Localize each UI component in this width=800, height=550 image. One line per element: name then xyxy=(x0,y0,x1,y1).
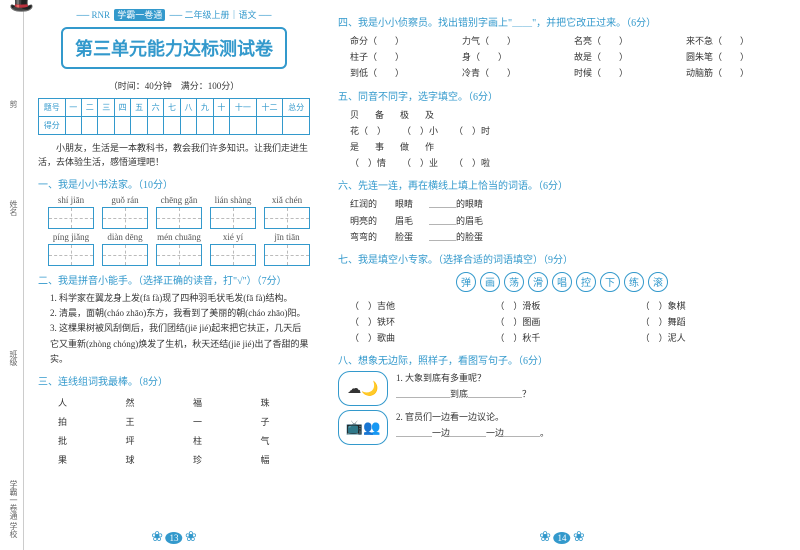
spine-class: 班级 xyxy=(8,350,19,366)
a8-2: ＿＿＿＿一边＿＿＿＿一边＿＿＿＿。 xyxy=(396,426,786,441)
section-3-title: 三、连线组词我最棒。（8分） xyxy=(38,373,310,388)
q2-2: 2. 清晨，面朝(cháo zhāo)东方，我看到了美丽的朝(cháo zhāo… xyxy=(50,306,310,321)
pinyin-row-2: píng jiǎngdiàn dēngmén chuāngxié yíjīn t… xyxy=(48,232,310,266)
page-num-left: ❀ 13 ❀ xyxy=(151,529,196,546)
q8-1: 1. 大象到底有多重呢？ xyxy=(396,371,786,386)
pinyin-row-1: shí jiānguǒ ránchēng gǎnlián shàngxiǎ ch… xyxy=(48,195,310,229)
section-5-title: 五、同音不同字，选字填空。（6分） xyxy=(338,88,786,103)
spine-name: 姓名 xyxy=(8,200,19,216)
hat-icon: 🎩 xyxy=(9,0,34,15)
spine-school: 学霸一卷通 学校 xyxy=(8,480,19,538)
section-6-title: 六、先连一连，再在横线上填上恰当的词语。（6分） xyxy=(338,177,786,192)
timing-info: （时间：40分钟 满分：100分） xyxy=(38,79,310,92)
page-title: 第三单元能力达标测试卷 xyxy=(75,35,273,61)
page-num-right: ❀ 14 ❀ xyxy=(539,529,584,546)
title-box: 第三单元能力达标测试卷 xyxy=(61,27,287,69)
right-page: 四、我是小小侦察员。找出错别字画上"＿＿"，并把它改正过来。（6分） 命分（ ）… xyxy=(324,0,800,550)
section-4-title: 四、我是小小侦察员。找出错别字画上"＿＿"，并把它改正过来。（6分） xyxy=(338,14,786,29)
cloud-icon-1: ☁🌙 xyxy=(338,371,388,406)
a8-1: ＿＿＿＿＿＿到底＿＿＿＿＿＿？ xyxy=(396,387,786,402)
brand-line: ── RNR 学霸一卷通 ── 二年级上册｜语文 ── xyxy=(38,8,310,21)
cloud-icon-2: 📺👥 xyxy=(338,410,388,445)
q2-1: 1. 科学家在翼龙身上发(fā fà)现了四种羽毛状毛发(fā fà)结构。 xyxy=(50,291,310,306)
score-table: 题号一二三四五六七八九十十一十二总分 得分 xyxy=(38,98,310,135)
q2-3: 3. 这棵果树被风刮倒后，我们团结(jiē jié)起来把它扶正，几天后它又重新… xyxy=(50,321,310,367)
fill-grid: （ ）吉他（ ）滑板（ ）象棋（ ）铁环（ ）图画（ ）舞蹈（ ）歌曲（ ）秋千… xyxy=(350,298,786,347)
q8-2: 2. 官员们一边看一边议论。 xyxy=(396,410,786,425)
section-2-title: 二、我是拼音小能手。（选择正确的读音，打"√"）（7分） xyxy=(38,272,310,287)
left-page: 🎩 ── RNR 学霸一卷通 ── 二年级上册｜语文 ── 第三单元能力达标测试… xyxy=(24,0,324,550)
section-1-title: 一、我是小小书法家。（10分） xyxy=(38,176,310,191)
section-8-title: 八、想象无边际，照样子，看图写句子。（6分） xyxy=(338,352,786,367)
spine-cut: 剪 xyxy=(8,100,19,108)
section-7-title: 七、我是填空小专家。（选择合适的词语填空）（9分） xyxy=(338,251,786,266)
match-table: 人然福珠拍王一子批坪柱气果球珍幅 xyxy=(50,392,322,470)
intro-text: 小朋友，生活是一本教科书，教会我们许多知识。让我们走进生活，去体验生活，感悟道理… xyxy=(38,141,310,170)
binding-spine: 学霸一卷通 学校 班级 姓名 剪 xyxy=(0,0,24,550)
option-bubbles: 弹画荡滑唱控下练滚 xyxy=(338,272,786,292)
